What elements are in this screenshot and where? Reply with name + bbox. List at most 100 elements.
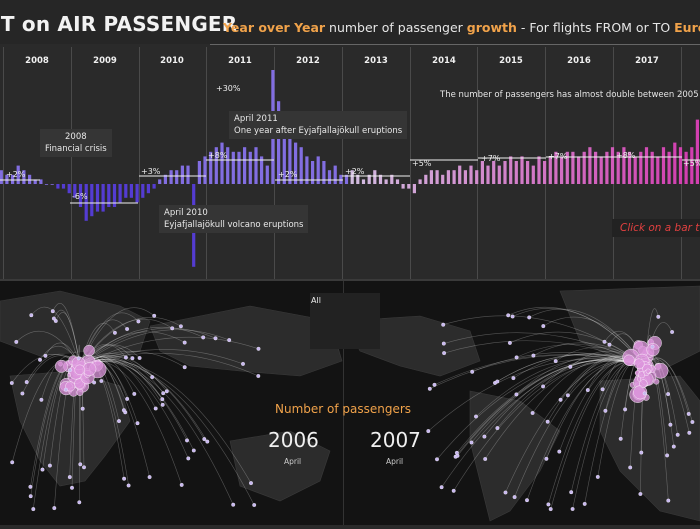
- airport-dot[interactable]: [180, 483, 184, 487]
- airport-dot[interactable]: [154, 407, 158, 411]
- airport-dot[interactable]: [187, 457, 191, 461]
- airport-dot[interactable]: [201, 336, 205, 340]
- growth-bar[interactable]: [28, 175, 31, 184]
- growth-bar[interactable]: [232, 152, 235, 184]
- airport-dot[interactable]: [601, 388, 605, 392]
- airport-dot[interactable]: [51, 309, 55, 313]
- airport-bubble[interactable]: [83, 362, 96, 375]
- airport-dot[interactable]: [81, 407, 85, 411]
- airport-dot[interactable]: [249, 481, 253, 485]
- growth-bar[interactable]: [45, 184, 48, 185]
- airport-dot[interactable]: [122, 408, 126, 412]
- growth-bar[interactable]: [577, 156, 580, 184]
- airport-dot[interactable]: [100, 379, 104, 383]
- growth-bar[interactable]: [453, 170, 456, 184]
- airport-dot[interactable]: [483, 457, 487, 461]
- airport-dot[interactable]: [21, 392, 25, 396]
- growth-bar[interactable]: [611, 147, 614, 184]
- airport-dot[interactable]: [628, 466, 632, 470]
- airport-dot[interactable]: [666, 392, 670, 396]
- growth-bar[interactable]: [634, 156, 637, 184]
- airport-dot[interactable]: [511, 315, 515, 319]
- airport-dot[interactable]: [10, 461, 14, 465]
- airport-bubble[interactable]: [640, 380, 648, 388]
- growth-bar[interactable]: [300, 147, 303, 184]
- growth-bar[interactable]: [436, 170, 439, 184]
- airport-dot[interactable]: [161, 403, 165, 407]
- growth-bar[interactable]: [515, 161, 518, 184]
- airport-dot[interactable]: [133, 392, 137, 396]
- growth-bar[interactable]: [96, 184, 99, 212]
- airport-dot[interactable]: [150, 375, 154, 379]
- airport-dot[interactable]: [470, 370, 474, 374]
- growth-bar[interactable]: [543, 161, 546, 184]
- airport-dot[interactable]: [496, 380, 500, 384]
- growth-bar[interactable]: [260, 156, 263, 184]
- growth-bar[interactable]: [600, 156, 603, 184]
- growth-bar[interactable]: [311, 161, 314, 184]
- airport-bubble[interactable]: [646, 369, 650, 373]
- airport-dot[interactable]: [206, 440, 210, 444]
- growth-bar[interactable]: [107, 184, 110, 207]
- airport-dot[interactable]: [183, 341, 187, 345]
- growth-bar[interactable]: [419, 179, 422, 184]
- airport-bubble[interactable]: [77, 389, 84, 396]
- growth-bar[interactable]: [662, 147, 665, 184]
- airport-dot[interactable]: [483, 435, 487, 439]
- airport-dot[interactable]: [442, 351, 446, 355]
- growth-bar[interactable]: [181, 166, 184, 184]
- airport-dot[interactable]: [241, 362, 245, 366]
- growth-bar[interactable]: [85, 184, 88, 221]
- growth-bar[interactable]: [62, 184, 65, 189]
- airport-dot[interactable]: [546, 420, 550, 424]
- airport-dot[interactable]: [257, 374, 261, 378]
- airport-dot[interactable]: [183, 365, 187, 369]
- airport-dot[interactable]: [41, 468, 45, 472]
- airport-dot[interactable]: [512, 376, 516, 380]
- growth-bar[interactable]: [102, 184, 105, 212]
- airport-dot[interactable]: [640, 451, 644, 455]
- airport-dot[interactable]: [639, 492, 643, 496]
- growth-bar[interactable]: [119, 184, 122, 202]
- airport-dot[interactable]: [515, 393, 519, 397]
- airport-dot[interactable]: [48, 464, 52, 468]
- growth-bar[interactable]: [447, 170, 450, 184]
- airport-dot[interactable]: [131, 356, 135, 360]
- growth-bar[interactable]: [656, 156, 659, 184]
- growth-bar[interactable]: [498, 166, 501, 184]
- airport-dot[interactable]: [532, 354, 536, 358]
- airport-dot[interactable]: [161, 397, 165, 401]
- growth-bar[interactable]: [532, 166, 535, 184]
- growth-bar[interactable]: [175, 170, 178, 184]
- growth-bar[interactable]: [237, 152, 240, 184]
- growth-bar[interactable]: [51, 184, 54, 185]
- growth-bar[interactable]: [464, 170, 467, 184]
- growth-bar[interactable]: [113, 184, 116, 207]
- airport-dot[interactable]: [192, 449, 196, 453]
- airport-dot[interactable]: [170, 327, 174, 331]
- growth-bar[interactable]: [645, 147, 648, 184]
- airport-dot[interactable]: [68, 475, 72, 479]
- airport-dot[interactable]: [433, 383, 437, 387]
- airport-dot[interactable]: [124, 356, 128, 360]
- growth-bar[interactable]: [481, 161, 484, 184]
- growth-bar[interactable]: [520, 156, 523, 184]
- airport-dot[interactable]: [428, 387, 432, 391]
- airport-dot[interactable]: [127, 484, 131, 488]
- growth-bar[interactable]: [203, 156, 206, 184]
- growth-bar[interactable]: [68, 184, 71, 193]
- growth-bar[interactable]: [254, 147, 257, 184]
- airport-dot[interactable]: [70, 486, 74, 490]
- growth-bar[interactable]: [402, 184, 405, 189]
- growth-bar[interactable]: [170, 170, 173, 184]
- airport-dot[interactable]: [619, 437, 623, 441]
- airport-dot[interactable]: [513, 495, 517, 499]
- airport-dot[interactable]: [541, 385, 545, 389]
- airport-dot[interactable]: [203, 437, 207, 441]
- airport-dot[interactable]: [257, 347, 261, 351]
- airport-dot[interactable]: [676, 433, 680, 437]
- growth-bar[interactable]: [334, 166, 337, 184]
- growth-bar[interactable]: [328, 170, 331, 184]
- airport-dot[interactable]: [152, 314, 156, 318]
- airport-dot[interactable]: [608, 343, 612, 347]
